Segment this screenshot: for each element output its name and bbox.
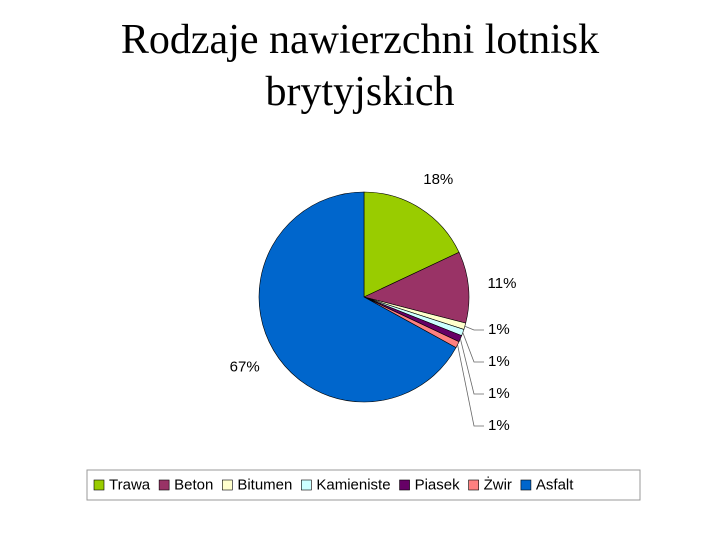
chart-title: Rodzaje nawierzchni lotnisk brytyjskich [120,17,600,115]
data-label: 1% [488,353,510,370]
legend-label: Asfalt [536,476,574,493]
data-label: 1% [488,321,510,338]
data-label: 18% [423,171,453,188]
legend-swatch [399,479,410,491]
legend-swatch [93,479,105,491]
pie-slice [363,191,460,298]
leader-line [462,332,484,363]
legend-swatch [468,479,479,491]
leader-line [457,344,484,427]
legend-box [86,469,641,501]
data-label: 1% [488,385,510,402]
legend-swatch [158,479,170,491]
legend-label: Żwir [484,475,512,493]
legend-swatch [222,479,233,491]
leader-line [464,325,484,331]
legend-label: Piasek [415,476,461,493]
legend-label: Beton [174,476,213,493]
legend-swatch [520,479,532,491]
leader-line [459,338,484,395]
legend-label: Trawa [109,476,151,493]
legend-label: Kamieniste [316,476,390,493]
pie-slice [258,191,457,403]
data-label: 67% [230,359,260,376]
pie-slice [363,251,470,324]
legend-label: Bitumen [237,476,292,493]
legend-swatch [301,479,312,491]
data-label: 11% [488,275,517,292]
data-label: 1% [488,417,510,434]
